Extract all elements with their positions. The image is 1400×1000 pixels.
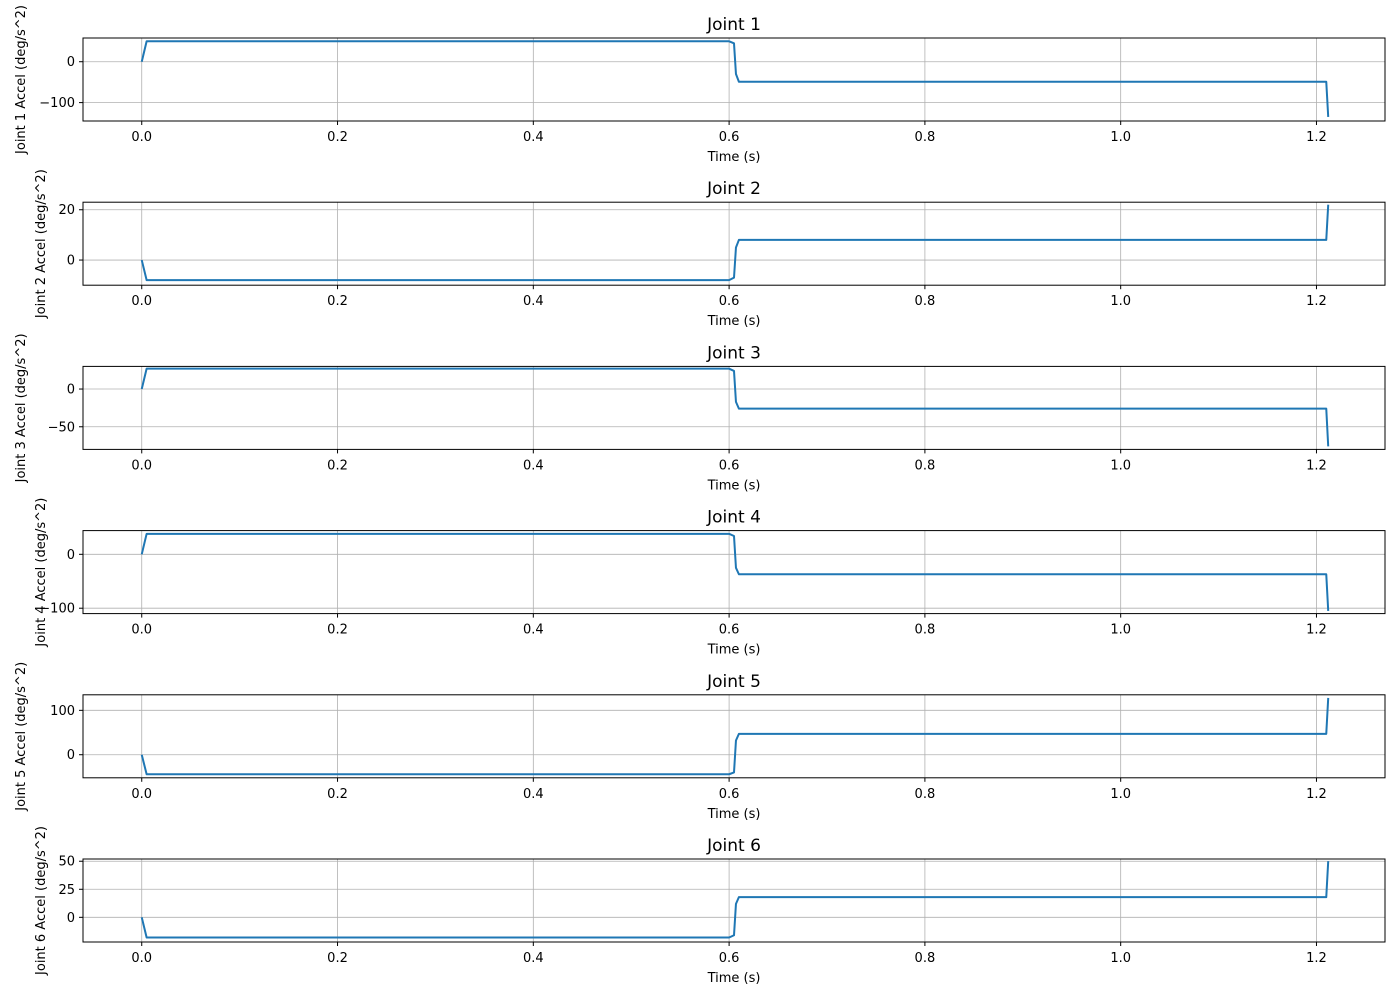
- x-tick-label: 0.4: [523, 623, 544, 638]
- x-tick-label: 0.6: [719, 130, 740, 145]
- data-line: [140, 697, 1330, 776]
- x-tick-label: 0.2: [327, 130, 348, 145]
- x-tick-label: 0.8: [915, 458, 936, 473]
- subplot-joint-5: 0.0 0.2 0.4 0.6 0.8 1.0 1.2 100 0 Joint 5 Time (s)…: [14, 662, 1386, 822]
- x-tick-label: 0.8: [915, 623, 936, 638]
- x-axis-label: Time (s): [707, 314, 761, 329]
- data-line: [140, 40, 1330, 117]
- x-tick-label: 0.0: [131, 787, 152, 802]
- y-tick-label: 0: [67, 748, 75, 763]
- y-axis-label: Joint 1 Accel (deg/s^2): [14, 5, 29, 155]
- subplot-joint-6: 0.0 0.2 0.4 0.6 0.8 1.0 1.2 50 25 0 Joint 6 Time (s…: [34, 826, 1386, 986]
- y-tick-label: 100: [50, 704, 75, 719]
- y-axis-label: Joint 5 Accel (deg/s^2): [14, 662, 29, 812]
- x-tick-label: 1.0: [1110, 787, 1131, 802]
- x-tick-label: 1.2: [1306, 458, 1327, 473]
- x-axis-label: Time (s): [707, 150, 761, 165]
- subplot-joint-3: 0.0 0.2 0.4 0.6 0.8 1.0 1.2 0 −50 Joint 3 Time (s)…: [14, 333, 1386, 493]
- data-line: [140, 367, 1330, 447]
- x-tick-label: 1.0: [1110, 951, 1131, 966]
- x-tick-label: 1.2: [1306, 294, 1327, 309]
- x-axis-label: Time (s): [707, 643, 761, 658]
- x-tick-label: 0.8: [915, 951, 936, 966]
- x-axis-label: Time (s): [707, 971, 761, 986]
- y-tick-label: 50: [58, 855, 75, 870]
- x-tick-label: 1.0: [1110, 130, 1131, 145]
- x-tick-label: 0.6: [719, 787, 740, 802]
- y-tick-label: 0: [67, 254, 75, 269]
- plot-frame: [82, 858, 1386, 943]
- y-axis-label: Joint 6 Accel (deg/s^2): [34, 826, 49, 976]
- y-tick-label: −100: [39, 602, 75, 617]
- y-tick-label: −50: [48, 420, 75, 435]
- subplot-title: Joint 6: [706, 836, 761, 856]
- x-tick-label: 0.4: [523, 787, 544, 802]
- y-tick-label: 0: [67, 911, 75, 926]
- subplot-title: Joint 3: [706, 343, 761, 363]
- data-line: [140, 204, 1330, 282]
- x-tick-label: 0.6: [719, 623, 740, 638]
- x-tick-label: 1.0: [1110, 623, 1131, 638]
- plot-frame: [82, 37, 1386, 122]
- subplot-title: Joint 2: [706, 179, 761, 199]
- x-tick-label: 0.6: [719, 458, 740, 473]
- x-tick-label: 0.2: [327, 951, 348, 966]
- x-tick-label: 0.2: [327, 294, 348, 309]
- x-tick-label: 1.2: [1306, 623, 1327, 638]
- plot-frame: [82, 365, 1386, 450]
- x-tick-label: 1.2: [1306, 787, 1327, 802]
- subplot-joint-1: 0.0 0.2 0.4 0.6 0.8 1.0 1.2 0 −100 Joint 1 Time (s…: [14, 5, 1386, 165]
- x-tick-label: 0.6: [719, 951, 740, 966]
- y-tick-label: 20: [58, 203, 75, 218]
- x-tick-label: 0.8: [915, 130, 936, 145]
- x-tick-label: 0.2: [327, 458, 348, 473]
- x-tick-label: 0.0: [131, 951, 152, 966]
- y-tick-label: 0: [67, 55, 75, 70]
- x-tick-label: 0.0: [131, 130, 152, 145]
- plot-frame: [82, 694, 1386, 779]
- x-tick-label: 0.4: [523, 951, 544, 966]
- y-tick-label: −100: [39, 96, 75, 111]
- x-tick-label: 0.4: [523, 130, 544, 145]
- subplot-title: Joint 5: [706, 672, 761, 692]
- x-tick-label: 0.2: [327, 623, 348, 638]
- subplot-title: Joint 1: [706, 15, 761, 35]
- x-tick-label: 0.2: [327, 787, 348, 802]
- x-tick-label: 1.0: [1110, 458, 1131, 473]
- y-axis-label: Joint 2 Accel (deg/s^2): [34, 169, 49, 319]
- x-tick-label: 0.8: [915, 787, 936, 802]
- subplot-title: Joint 4: [706, 508, 761, 528]
- y-tick-label: 0: [67, 548, 75, 563]
- y-axis-label: Joint 4 Accel (deg/s^2): [34, 498, 49, 648]
- x-tick-label: 0.4: [523, 458, 544, 473]
- data-line: [140, 532, 1330, 611]
- y-tick-label: 25: [58, 883, 75, 898]
- y-tick-label: 0: [67, 383, 75, 398]
- x-tick-label: 1.0: [1110, 294, 1131, 309]
- x-tick-label: 0.6: [719, 294, 740, 309]
- y-axis-label: Joint 3 Accel (deg/s^2): [14, 333, 29, 483]
- x-tick-label: 0.4: [523, 294, 544, 309]
- x-tick-label: 1.2: [1306, 951, 1327, 966]
- x-tick-label: 1.2: [1306, 130, 1327, 145]
- x-tick-label: 0.0: [131, 458, 152, 473]
- x-tick-label: 0.0: [131, 623, 152, 638]
- x-tick-label: 0.8: [915, 294, 936, 309]
- subplot-joint-2: 0.0 0.2 0.4 0.6 0.8 1.0 1.2 20 0 Joint 2 Time (s) J…: [34, 169, 1386, 329]
- plot-frame: [82, 530, 1386, 615]
- x-axis-label: Time (s): [707, 478, 761, 493]
- subplot-joint-4: 0.0 0.2 0.4 0.6 0.8 1.0 1.2 0 −100 Joint 4 Time (s…: [34, 498, 1386, 658]
- x-axis-label: Time (s): [707, 807, 761, 822]
- x-tick-label: 0.0: [131, 294, 152, 309]
- data-line: [140, 861, 1330, 939]
- plot-frame: [82, 201, 1386, 286]
